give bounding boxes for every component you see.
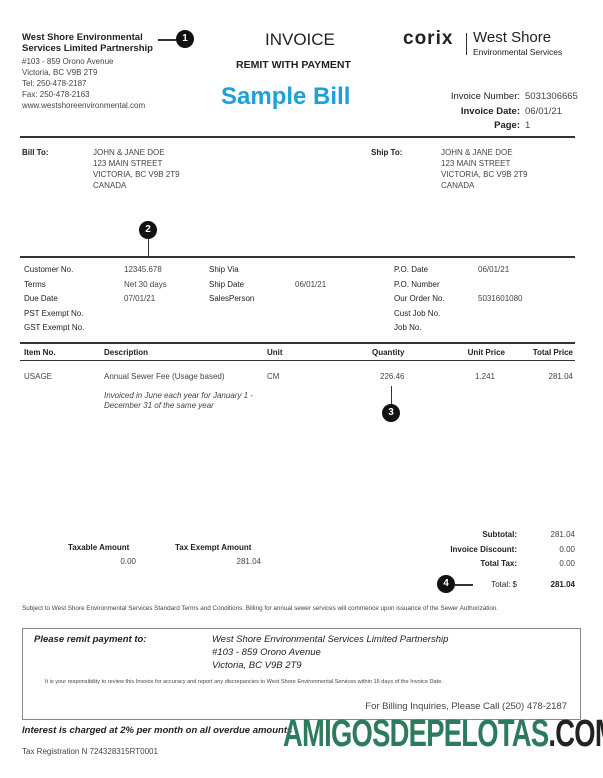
callout-3: 3 — [382, 404, 400, 422]
invoice-date: 06/01/21 — [525, 105, 562, 117]
tax-exempt-amount: 281.04 — [236, 557, 261, 566]
company-address: #103 - 859 Orono Avenue Victoria, BC V9B … — [22, 57, 146, 110]
remit-label: Please remit payment to: — [34, 634, 147, 645]
totals-values: 281.04 0.00 0.00 — [550, 530, 575, 568]
remit-box — [22, 628, 581, 720]
invoice-meta-labels: Invoice Number: Invoice Date: Page: — [450, 91, 520, 131]
ship-date-value: 06/01/21 — [295, 279, 327, 289]
ship-to-address: JOHN & JANE DOE 123 MAIN STREET VICTORIA, … — [441, 148, 528, 190]
totals-labels: Subtotal: Invoice Discount: Total Tax: — [450, 530, 517, 568]
callout-4: 4 — [437, 575, 455, 593]
details-values-right: 06/01/21 5031601080 — [478, 265, 523, 303]
header-unit: Unit — [267, 348, 283, 357]
remit-with-payment: REMIT WITH PAYMENT — [236, 59, 351, 71]
invoice-number: 5031306665 — [525, 91, 578, 102]
header-item-no: Item No. — [24, 348, 56, 357]
total-amount: 281.04 — [550, 580, 575, 589]
total-label: Total: $ — [491, 580, 517, 589]
taxable-amount: 0.00 — [120, 557, 136, 566]
header-unit-price: Unit Price — [467, 348, 505, 357]
header-total-price: Total Price — [532, 348, 573, 357]
tax-registration: Tax Registration N 724328315RT0001 — [22, 747, 158, 756]
invoice-title: INVOICE — [265, 30, 335, 49]
callout-1: 1 — [176, 30, 194, 48]
remit-address: West Shore Environmental Services Limite… — [212, 634, 449, 671]
details-values-left: 12345.678 Net 30 days 07/01/21 — [124, 265, 167, 303]
bill-to-address: JOHN & JANE DOE 123 MAIN STREET VICTORIA, … — [93, 148, 180, 190]
taxable-amount-label: Taxable Amount — [68, 543, 130, 552]
header-description: Description — [104, 348, 149, 357]
billing-inquiries: For Billing Inquiries, Please Call (250)… — [365, 701, 567, 712]
tax-exempt-label: Tax Exempt Amount — [175, 543, 252, 552]
company-website: www.westshoreenvironmental.com — [22, 101, 146, 110]
line-item-note: Invoiced in June each year for January 1… — [104, 391, 253, 410]
terms-note: Subject to West Shore Environmental Serv… — [22, 605, 499, 612]
invoice-meta-values: 5031306665 06/01/21 1 — [525, 90, 578, 134]
ship-to-label: Ship To: — [371, 148, 403, 157]
details-labels-mid: Ship Via Ship Date SalesPerson — [209, 265, 255, 303]
watermark: AMIGOSDEPELOTAS.COM — [283, 713, 603, 755]
details-labels-right: P.O. Date P.O. Number Our Order No. Cust Jo… — [394, 265, 445, 332]
interest-note: Interest is charged at 2% per month on a… — [22, 725, 293, 736]
header-quantity: Quantity — [372, 348, 405, 357]
bill-to-label: Bill To: — [22, 148, 49, 157]
responsibility-note: It is your responsibility to review this… — [45, 679, 443, 685]
company-name: West Shore Environmental Services Limited… — [22, 32, 153, 54]
sample-bill-label: Sample Bill — [221, 83, 351, 110]
details-labels-left: Customer No. Terms Due Date PST Exempt No. G… — [24, 265, 85, 332]
callout-2: 2 — [139, 221, 157, 239]
page-number: 1 — [525, 120, 531, 131]
